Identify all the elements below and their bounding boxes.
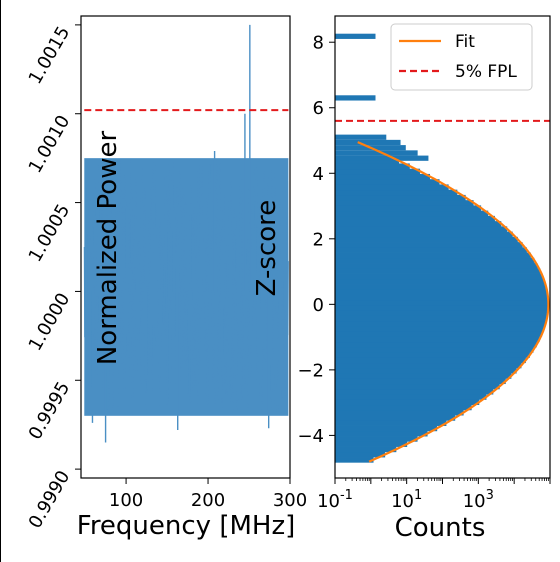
- histogram-bar: [335, 247, 527, 253]
- power-x-tick-label: 200: [191, 490, 225, 511]
- histogram-outlier-bar: [335, 155, 429, 161]
- zscore-y-tick-label: −2: [297, 360, 324, 381]
- histogram-bar: [335, 215, 495, 222]
- histogram-outlier-bar: [335, 150, 418, 156]
- histogram-bar: [335, 163, 410, 170]
- histogram-bar: [335, 236, 518, 243]
- histogram-bar: [335, 320, 546, 327]
- histogram-bar: [335, 242, 523, 248]
- power-y-tick-label: 1.0015: [25, 23, 75, 88]
- power-y-tick-label: 1.0000: [25, 289, 75, 354]
- histogram-bar: [335, 352, 530, 358]
- power-y-tick-label: 0.9995: [25, 378, 75, 443]
- histogram-bar: [335, 205, 482, 212]
- histogram-bar: [335, 399, 480, 406]
- histogram-bar: [335, 252, 531, 259]
- power-x-tick-label: 300: [273, 490, 307, 511]
- counts-x-tick-label: 101: [391, 488, 422, 512]
- histogram-bar: [335, 446, 397, 453]
- power-y-tick-label: 0.9990: [25, 467, 75, 532]
- power-spectrum-x-label: Frequency [MHz]: [77, 511, 296, 541]
- histogram-bar: [335, 373, 512, 379]
- fit-curve: [357, 141, 550, 463]
- zscore-histogram-y-label: Z-score: [252, 200, 282, 297]
- zscore-y-tick-label: 6: [313, 98, 324, 119]
- power-series-line: [83, 158, 289, 415]
- histogram-bar: [335, 331, 543, 337]
- histogram-bar: [335, 168, 421, 175]
- histogram-bar: [335, 346, 534, 353]
- histogram-bar: [335, 404, 472, 411]
- legend-fit-label: Fit: [455, 32, 475, 52]
- histogram-bar: [335, 289, 548, 295]
- histogram-bar: [335, 273, 543, 280]
- counts-x-tick-label: 103: [463, 488, 494, 512]
- histogram-bar: [335, 278, 545, 285]
- histogram-bar: [335, 394, 487, 400]
- power-spectrum-y-label: Normalized Power: [93, 131, 123, 366]
- zscore-y-tick-label: 0: [313, 295, 324, 316]
- histogram-bar: [335, 284, 547, 290]
- power-x-tick-label: 100: [109, 490, 143, 511]
- histogram-bar: [335, 315, 547, 322]
- histogram-bar: [335, 425, 438, 432]
- counts-x-tick-label: 10-1: [317, 488, 353, 512]
- histogram-bar: [335, 194, 466, 201]
- histogram-bar: [335, 184, 449, 191]
- histogram-bar: [335, 341, 537, 348]
- histogram-bar: [335, 221, 502, 227]
- zscore-histogram-panel: 10-1 101 103 −4 −2 0 2 4 6 8 Z-score Counts Fit 5…: [252, 15, 551, 543]
- histogram-bar: [335, 362, 522, 369]
- histogram-bar: [335, 294, 548, 301]
- histogram-bar: [335, 415, 456, 421]
- histogram-bar: [335, 430, 428, 437]
- histogram-bar: [335, 200, 474, 206]
- zscore-y-tick-label: 2: [313, 229, 324, 250]
- histogram-bar: [335, 457, 374, 463]
- histogram-bar: [335, 310, 548, 316]
- power-y-tick-label: 1.0010: [25, 112, 75, 177]
- histogram-bar: [335, 383, 500, 390]
- power-spectrum-plot-area: [83, 24, 289, 443]
- zscore-y-tick-label: 8: [313, 33, 324, 54]
- histogram-bar: [335, 179, 440, 185]
- histogram-bar: [335, 268, 541, 274]
- zscore-y-tick-label: −4: [297, 426, 324, 447]
- zscore-histogram-x-label: Counts: [395, 513, 486, 543]
- histogram-bar: [335, 189, 458, 196]
- legend: Fit 5% FPL: [390, 23, 533, 91]
- histogram-bar: [335, 420, 447, 426]
- zscore-y-tick-label: 4: [313, 164, 324, 185]
- histogram-bar: [335, 299, 549, 306]
- histogram-bar: [335, 325, 545, 332]
- legend-fpl-label: 5% FPL: [455, 62, 517, 82]
- histogram-bar: [335, 436, 418, 442]
- histogram-bar: [335, 257, 535, 264]
- histogram-bar: [335, 367, 517, 374]
- power-y-tick-label: 1.0005: [25, 201, 75, 266]
- histogram-bar: [335, 263, 538, 269]
- histogram-outlier-bar: [335, 95, 376, 101]
- histogram-bar: [335, 357, 526, 364]
- histogram-bar: [335, 304, 549, 311]
- histogram-bar: [335, 173, 431, 180]
- histogram-bar: [335, 441, 408, 447]
- histogram-outlier-bar: [335, 139, 401, 146]
- histogram-bar: [335, 378, 506, 385]
- histogram-bar: [335, 158, 400, 164]
- zscore-histogram-ticks: 10-1 101 103 −4 −2 0 2 4 6 8: [297, 33, 551, 512]
- histogram-bar: [335, 388, 494, 395]
- histogram-bar: [335, 226, 508, 232]
- histogram-bar: [335, 451, 386, 458]
- zscore-histogram-plot-area: [335, 33, 550, 463]
- histogram-outlier-bar: [335, 134, 387, 140]
- histogram-outlier-bar: [335, 33, 376, 39]
- power-spectrum-frame: [80, 15, 291, 479]
- histogram-bar: [335, 336, 540, 343]
- histogram-bar: [335, 210, 489, 217]
- histogram-bar: [335, 409, 464, 416]
- histogram-bar: [335, 231, 513, 238]
